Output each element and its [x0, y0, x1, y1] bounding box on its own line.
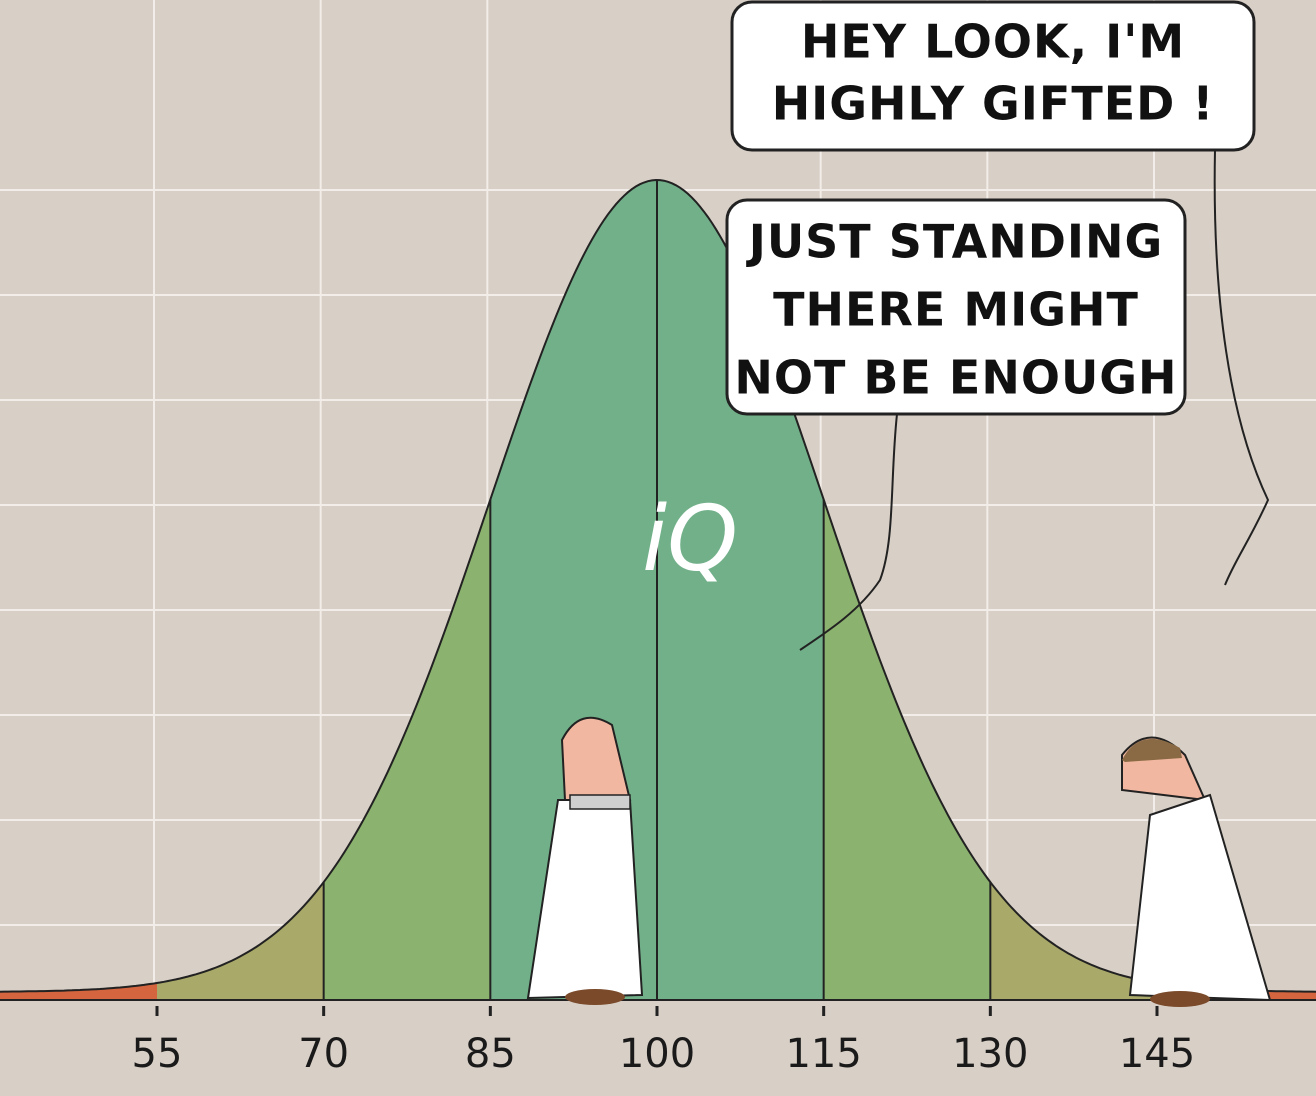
figure-left — [526, 716, 644, 1005]
bubble-line: HEY LOOK, I'M — [801, 15, 1185, 69]
tick-label: 85 — [465, 1031, 516, 1077]
tick-label: 70 — [298, 1031, 349, 1077]
curve-label: iQ — [642, 487, 738, 592]
tick-label: 115 — [785, 1031, 861, 1077]
bubble-line: NOT BE ENOUGH — [734, 351, 1177, 405]
bubble-line: THERE MIGHT — [773, 283, 1139, 337]
tick-label: 55 — [132, 1031, 183, 1077]
tick-label: 130 — [952, 1031, 1028, 1077]
bubble-line: HIGHLY GIFTED ! — [772, 77, 1215, 131]
speech-bubble — [725, 198, 1187, 416]
speech-bubble — [730, 0, 1256, 152]
bubble-pointer — [799, 413, 898, 651]
bubble-texts: HEY LOOK, I'M HIGHLY GIFTED ! JUST STANDIN… — [734, 15, 1215, 405]
bubble-line: JUST STANDING — [746, 215, 1164, 269]
x-axis: 55 70 85 100 115 130 145 — [0, 999, 1316, 1077]
curve-outline — [0, 178, 1316, 993]
figure-right — [1121, 736, 1272, 1007]
tick-label: 100 — [619, 1031, 695, 1077]
bubble-pointer — [1213, 149, 1270, 586]
tick-label: 145 — [1119, 1031, 1195, 1077]
